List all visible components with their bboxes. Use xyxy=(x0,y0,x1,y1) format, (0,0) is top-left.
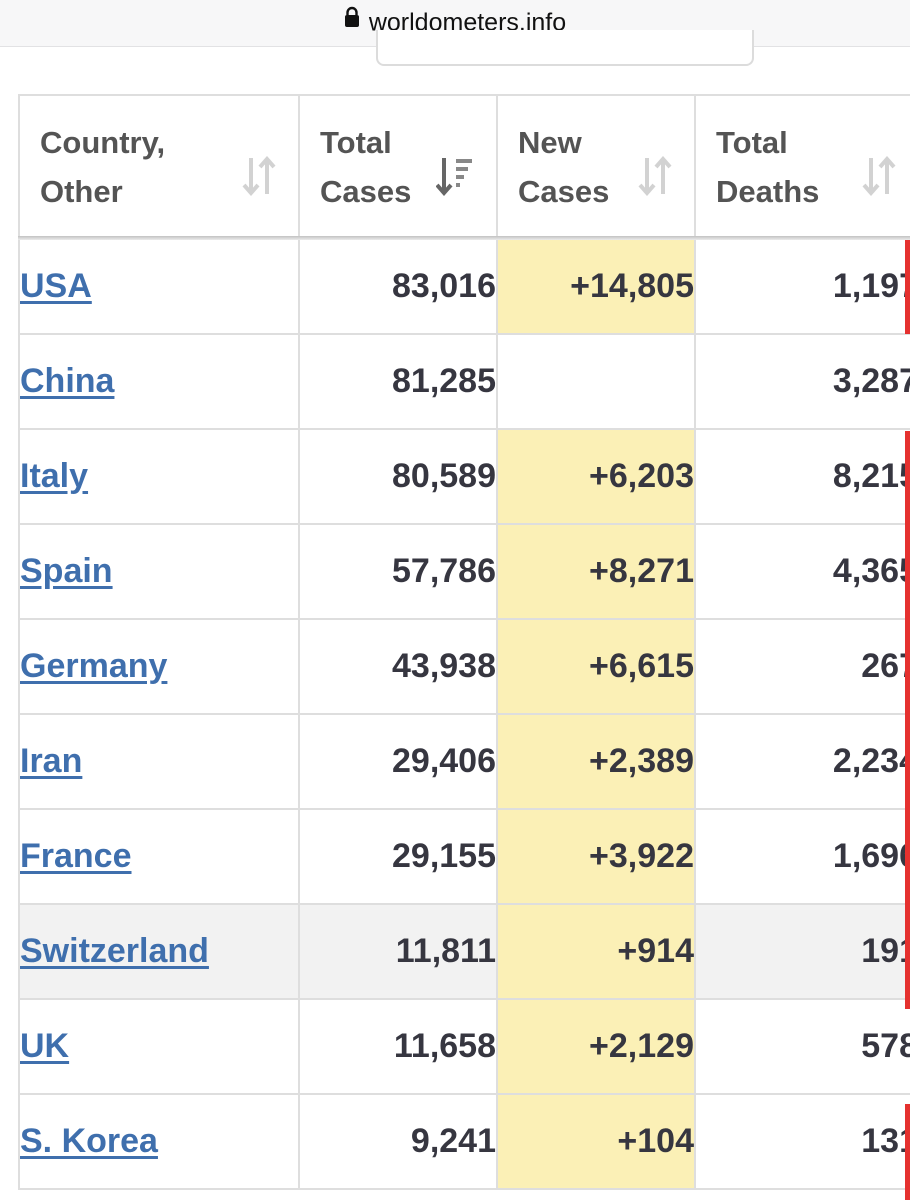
new-cases-cell: +104 xyxy=(496,1093,696,1190)
country-link[interactable]: Germany xyxy=(20,647,168,685)
table-row: Germany 43,938 +6,615 267 xyxy=(18,618,910,715)
header-new-cases-line2: Cases xyxy=(518,174,610,209)
header-total-deaths-line2: Deaths xyxy=(716,174,820,209)
country-cell: Iran xyxy=(18,713,300,810)
death-marker-bar xyxy=(905,431,910,1009)
total-cases-cell: 11,811 xyxy=(298,903,498,1000)
total-deaths-cell: 1,696 xyxy=(694,808,910,905)
country-cell: UK xyxy=(18,998,300,1095)
new-cases-cell xyxy=(496,333,696,430)
new-cases-cell: +6,615 xyxy=(496,618,696,715)
country-cell: China xyxy=(18,333,300,430)
country-link[interactable]: Spain xyxy=(20,552,113,590)
country-cell: Spain xyxy=(18,523,300,620)
lock-icon xyxy=(344,3,360,37)
table-row: S. Korea 9,241 +104 131 xyxy=(18,1093,910,1190)
sort-both-icon[interactable] xyxy=(242,155,276,210)
table-row: Switzerland 11,811 +914 191 xyxy=(18,903,910,1000)
total-cases-cell: 80,589 xyxy=(298,428,498,525)
total-cases-cell: 57,786 xyxy=(298,523,498,620)
death-marker-bar xyxy=(905,240,910,334)
total-cases-cell: 83,016 xyxy=(298,238,498,335)
sort-both-icon[interactable] xyxy=(638,155,672,210)
country-link[interactable]: France xyxy=(20,837,132,875)
new-cases-cell: +14,805 xyxy=(496,238,696,335)
total-deaths-cell: 3,287 xyxy=(694,333,910,430)
country-cell: Switzerland xyxy=(18,903,300,1000)
total-deaths-cell: 131 xyxy=(694,1093,910,1190)
country-link[interactable]: Switzerland xyxy=(20,932,209,970)
country-link[interactable]: USA xyxy=(20,267,92,305)
total-cases-cell: 29,155 xyxy=(298,808,498,905)
header-total-cases[interactable]: Total Cases xyxy=(298,94,498,240)
new-cases-cell: +8,271 xyxy=(496,523,696,620)
table-header-row: Country, Other Total Cases New Cases Total D… xyxy=(18,94,910,240)
country-cell: S. Korea xyxy=(18,1093,300,1190)
header-country[interactable]: Country, Other xyxy=(18,94,300,240)
header-total-cases-line1: Total xyxy=(320,125,392,160)
total-deaths-cell: 578 xyxy=(694,998,910,1095)
header-country-line1: Country, xyxy=(40,125,166,160)
total-deaths-cell: 8,215 xyxy=(694,428,910,525)
table-row: Italy 80,589 +6,203 8,215 xyxy=(18,428,910,525)
table-row: Spain 57,786 +8,271 4,365 xyxy=(18,523,910,620)
country-link[interactable]: UK xyxy=(20,1027,70,1065)
sort-both-icon[interactable] xyxy=(862,155,896,210)
total-cases-cell: 9,241 xyxy=(298,1093,498,1190)
total-deaths-cell: 191 xyxy=(694,903,910,1000)
new-cases-cell: +914 xyxy=(496,903,696,1000)
header-new-cases-line1: New xyxy=(518,125,582,160)
table-row: China 81,285 3,287 xyxy=(18,333,910,430)
death-marker-bar xyxy=(905,1104,910,1200)
total-cases-cell: 43,938 xyxy=(298,618,498,715)
country-cell: Italy xyxy=(18,428,300,525)
sort-descending-icon[interactable] xyxy=(435,156,474,210)
new-cases-cell: +3,922 xyxy=(496,808,696,905)
header-divider xyxy=(18,236,910,240)
country-link[interactable]: S. Korea xyxy=(20,1122,158,1160)
new-cases-cell: +2,129 xyxy=(496,998,696,1095)
table-row: France 29,155 +3,922 1,696 xyxy=(18,808,910,905)
total-deaths-cell: 2,234 xyxy=(694,713,910,810)
new-cases-cell: +2,389 xyxy=(496,713,696,810)
total-deaths-cell: 1,197 xyxy=(694,238,910,335)
country-link[interactable]: China xyxy=(20,362,115,400)
table-row: USA 83,016 +14,805 1,197 xyxy=(18,238,910,335)
new-cases-cell: +6,203 xyxy=(496,428,696,525)
search-box-edge xyxy=(376,30,754,66)
header-total-deaths[interactable]: Total Deaths xyxy=(694,94,910,240)
header-total-cases-line2: Cases xyxy=(320,174,412,209)
table-row: Iran 29,406 +2,389 2,234 xyxy=(18,713,910,810)
coronavirus-cases-table: Country, Other Total Cases New Cases Total D… xyxy=(18,94,910,1190)
header-new-cases[interactable]: New Cases xyxy=(496,94,696,240)
total-deaths-cell: 267 xyxy=(694,618,910,715)
country-link[interactable]: Italy xyxy=(20,457,89,495)
country-cell: USA xyxy=(18,238,300,335)
header-total-deaths-line1: Total xyxy=(716,125,788,160)
country-link[interactable]: Iran xyxy=(20,742,83,780)
total-deaths-cell: 4,365 xyxy=(694,523,910,620)
total-cases-cell: 29,406 xyxy=(298,713,498,810)
table-row: UK 11,658 +2,129 578 xyxy=(18,998,910,1095)
total-cases-cell: 81,285 xyxy=(298,333,498,430)
country-cell: France xyxy=(18,808,300,905)
country-cell: Germany xyxy=(18,618,300,715)
header-country-line2: Other xyxy=(40,174,123,209)
total-cases-cell: 11,658 xyxy=(298,998,498,1095)
